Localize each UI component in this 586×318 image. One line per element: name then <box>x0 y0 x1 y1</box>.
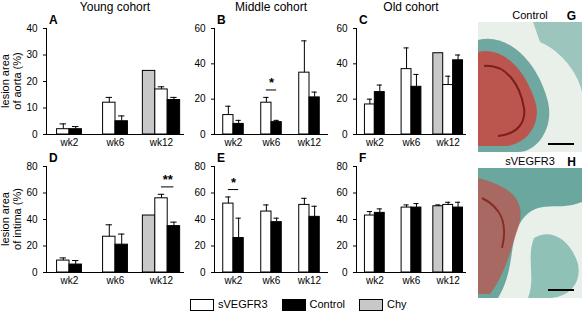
html-text:D: D <box>49 151 58 165</box>
html-text:E: E <box>217 151 225 165</box>
svg-text:*: * <box>269 75 275 90</box>
svg-text:40: 40 <box>336 58 348 69</box>
html-text:C: C <box>359 13 368 27</box>
svg-text:wk6: wk6 <box>402 137 421 148</box>
svg-text:40: 40 <box>194 214 206 225</box>
svg-text:20: 20 <box>336 240 348 251</box>
svg-text:wk12: wk12 <box>149 137 174 148</box>
html-text:Young cohort: Young cohort <box>79 0 151 14</box>
svg-text:20: 20 <box>194 240 206 251</box>
svg-text:wk6: wk6 <box>262 275 281 286</box>
svg-text:Control: Control <box>512 9 547 21</box>
html-text:lesion area of aorta (%): lesion area of aorta (%) <box>0 52 23 110</box>
svg-text:80: 80 <box>336 161 348 172</box>
svg-text:80: 80 <box>194 161 206 172</box>
svg-text:0: 0 <box>32 267 38 278</box>
html-text:B: B <box>217 13 226 27</box>
svg-text:60: 60 <box>26 187 38 198</box>
svg-text:0: 0 <box>342 267 348 278</box>
svg-text:30: 30 <box>26 49 38 60</box>
svg-text:20: 20 <box>26 240 38 251</box>
svg-text:*: * <box>231 175 237 190</box>
svg-text:wk6: wk6 <box>262 137 281 148</box>
html-text:A: A <box>49 13 58 27</box>
html-text:F: F <box>359 151 367 165</box>
svg-text:wk2: wk2 <box>60 275 79 286</box>
svg-text:0: 0 <box>200 267 206 278</box>
svg-text:40: 40 <box>26 214 38 225</box>
svg-text:60: 60 <box>336 23 348 34</box>
html-text:Control: Control <box>309 298 345 310</box>
svg-text:**: ** <box>163 172 174 187</box>
svg-text:wk12: wk12 <box>297 137 322 148</box>
svg-text:20: 20 <box>336 93 348 104</box>
svg-text:40: 40 <box>26 23 38 34</box>
svg-text:H: H <box>567 155 576 169</box>
svg-text:G: G <box>567 9 576 23</box>
svg-text:10: 10 <box>26 102 38 113</box>
svg-text:wk12: wk12 <box>435 275 460 286</box>
svg-text:40: 40 <box>194 58 206 69</box>
svg-text:wk2: wk2 <box>365 137 384 148</box>
svg-text:wk2: wk2 <box>60 137 79 148</box>
html-text:Chy: Chy <box>387 298 407 310</box>
svg-text:sVEGFR3: sVEGFR3 <box>505 155 555 167</box>
svg-text:wk2: wk2 <box>365 275 384 286</box>
svg-text:wk12: wk12 <box>435 137 460 148</box>
svg-text:20: 20 <box>194 93 206 104</box>
svg-text:60: 60 <box>336 187 348 198</box>
svg-text:wk2: wk2 <box>224 137 243 148</box>
html-text:sVEGFR3: sVEGFR3 <box>218 298 268 310</box>
svg-text:wk6: wk6 <box>402 275 421 286</box>
svg-text:wk12: wk12 <box>297 275 322 286</box>
svg-text:wk6: wk6 <box>106 137 125 148</box>
html-text:Old cohort: Old cohort <box>383 0 439 14</box>
svg-text:80: 80 <box>26 161 38 172</box>
svg-text:wk12: wk12 <box>149 275 174 286</box>
svg-text:0: 0 <box>32 129 38 140</box>
svg-text:60: 60 <box>194 187 206 198</box>
svg-text:wk2: wk2 <box>224 275 243 286</box>
svg-text:wk6: wk6 <box>106 275 125 286</box>
svg-text:0: 0 <box>200 129 206 140</box>
svg-text:0: 0 <box>342 129 348 140</box>
svg-text:60: 60 <box>194 23 206 34</box>
html-text:Middle cohort: Middle cohort <box>235 0 307 14</box>
svg-text:20: 20 <box>26 76 38 87</box>
svg-text:40: 40 <box>336 214 348 225</box>
html-text:lesion area of intima (%): lesion area of intima (%) <box>0 188 23 250</box>
